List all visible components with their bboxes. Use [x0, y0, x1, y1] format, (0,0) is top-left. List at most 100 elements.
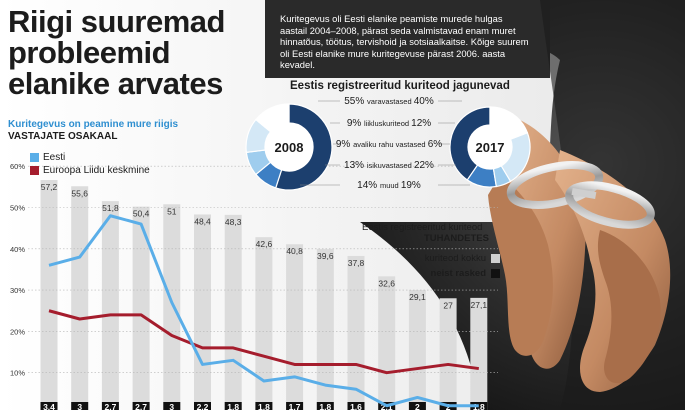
total-crimes-label: 40,8	[286, 246, 303, 256]
categories-title: Eestis registreeritud kuriteod jagunevad	[290, 80, 510, 92]
eu-line	[48, 309, 479, 375]
title-line-3: elanike arvates	[8, 66, 223, 101]
serious-crimes-bar	[408, 402, 426, 410]
total-crimes-bar	[470, 297, 488, 410]
intro-line-2: aastail 2004–2008, pärast seda valmistav…	[280, 24, 516, 36]
total-crimes-bar	[101, 201, 119, 410]
serious-swatch	[491, 269, 500, 278]
total-crimes-label: 57,2	[41, 182, 58, 192]
total-crimes-bar	[255, 237, 273, 410]
total-crimes-bar	[71, 186, 89, 410]
serious-crimes-label: 1,8	[319, 402, 331, 410]
total-crimes-label: 39,6	[317, 251, 334, 261]
total-crimes-label: 55,6	[71, 188, 88, 198]
total-crimes-bar	[194, 214, 211, 410]
total-crimes-label: 42,6	[256, 239, 273, 249]
total-crimes-bar	[163, 204, 181, 410]
total-crimes-bar	[439, 298, 457, 410]
line-legend: Eesti Euroopa Liidu keskmine	[30, 151, 150, 177]
serious-crimes-label: 2,7	[104, 402, 116, 410]
registered-title: Eestis registreeritud kuriteod TUHANDETE…	[362, 222, 489, 244]
serious-crimes-bar	[347, 402, 365, 410]
serious-crimes-label: 1,8	[258, 402, 270, 410]
eu-swatch	[30, 166, 39, 175]
intro-line-1: Kuritegevus oli Eesti elanike peamiste m…	[280, 13, 503, 24]
serious-crimes-label: 3	[77, 402, 82, 410]
serious-crimes-bar	[255, 402, 273, 410]
total-crimes-label: 48,3	[225, 217, 242, 227]
total-crimes-bar	[132, 206, 150, 410]
y-tick-label: 20%	[10, 327, 25, 336]
crime-category-donuts: 2008 2017 55% varavastased 40% 9% liiklusku…	[245, 96, 531, 191]
donut-hole	[468, 125, 512, 169]
total-crimes-bar	[40, 180, 58, 410]
estonia-line	[48, 214, 479, 408]
y-tick-label: 50%	[10, 204, 25, 213]
y-tick-label: 10%	[10, 369, 25, 378]
serious-crimes-bar	[316, 402, 334, 410]
total-crimes-bar	[408, 290, 426, 410]
legend-item-estonia: Eesti	[30, 151, 150, 164]
legend-label-eu: Euroopa Liidu keskmine	[43, 165, 150, 176]
donut-year-label: 2017	[476, 140, 505, 155]
serious-crimes-label: 1,6	[350, 402, 362, 410]
total-crimes-label: 27	[443, 300, 453, 310]
serious-crimes-label: 3,4	[43, 402, 55, 410]
serious-crimes-label: 1,7	[289, 402, 301, 410]
serious-crimes-bar	[132, 402, 150, 410]
serious-crimes-label: 1,8	[473, 402, 485, 410]
concern-lines	[48, 214, 479, 408]
intro-line-3: hinnatõus, töötus, tervishoid ja sotsiaa…	[280, 36, 529, 48]
subtitle-line-1: Kuritegevus on peamine mure riigis	[8, 119, 179, 130]
subtitle-line-2: VASTAJATE OSAKAAL	[8, 131, 118, 142]
registered-crimes-bars: 57,2 55,6 51,8 50,4 51 48,4 48,3 42,6 40,8 39,6 37…	[40, 180, 488, 410]
total-crimes-label: 27,1	[471, 300, 488, 310]
serious-crimes-bar	[163, 402, 181, 410]
intro-line-4: oli Eesti elanike mure kuritegevuse pära…	[280, 47, 506, 59]
title-line-2: probleemid	[8, 35, 171, 70]
total-crimes-label: 48,4	[194, 216, 211, 226]
intro-dark-panel	[265, 0, 550, 78]
serious-crimes-bar	[40, 402, 58, 410]
handcuffed-hands-photo	[488, 120, 671, 392]
page-title: Riigi suuremad probleemid elanike arvate…	[8, 6, 258, 99]
legend-item-eu: Euroopa Liidu keskmine	[30, 164, 150, 177]
donut-year-label: 2008	[275, 140, 304, 155]
total-crimes-label: 50,4	[133, 209, 150, 219]
intro-line-5: kevadel.	[280, 59, 315, 71]
title-line-1: Riigi suuremad	[8, 4, 225, 39]
registered-title-line-1: Eestis registreeritud kuriteod	[362, 222, 483, 233]
y-tick-label: 40%	[10, 245, 25, 254]
serious-crimes-label: 2	[415, 402, 420, 410]
total-crimes-bar	[286, 244, 304, 410]
total-swatch	[491, 254, 500, 263]
category-label: 13% isikuvastased 22%	[344, 160, 434, 171]
serious-crimes-label: 2,7	[135, 402, 147, 410]
intro-text: Kuritegevus oli Eesti elanike peamiste m…	[280, 13, 542, 71]
y-tick-label: 30%	[10, 286, 25, 295]
serious-crimes-bar	[194, 402, 211, 410]
serious-crimes-bar	[71, 402, 89, 410]
total-crimes-label: 51,8	[102, 203, 119, 213]
serious-crimes-label: 1,8	[227, 402, 239, 410]
total-crimes-label: 29,1	[409, 292, 426, 302]
total-crimes-bar	[224, 214, 242, 410]
estonia-swatch	[30, 153, 39, 162]
total-crimes-bar	[347, 255, 365, 410]
line-chart-subtitle: Kuritegevus on peamine mure riigis VASTA…	[8, 119, 178, 143]
category-label: 14% muud 19%	[357, 180, 421, 191]
serious-crimes-bar	[101, 402, 119, 410]
serious-crimes-bar	[286, 402, 304, 410]
registered-legend-serious: neist rasked	[425, 266, 500, 281]
y-tick-label: 60%	[10, 162, 25, 171]
legend-label-estonia: Eesti	[43, 152, 66, 163]
category-label: 9% liikluskuriteod 12%	[347, 118, 431, 129]
serious-crimes-label: 3	[169, 402, 174, 410]
total-crimes-bar	[316, 248, 334, 410]
registered-legend-total: kuriteod kokku	[425, 251, 500, 266]
registered-legend-total-label: kuriteod kokku	[424, 253, 486, 264]
total-crimes-label: 32,6	[378, 278, 395, 288]
category-label: 9% avaliku rahu vastased 6%	[336, 139, 442, 150]
registered-title-line-2: TUHANDETES	[424, 233, 489, 244]
